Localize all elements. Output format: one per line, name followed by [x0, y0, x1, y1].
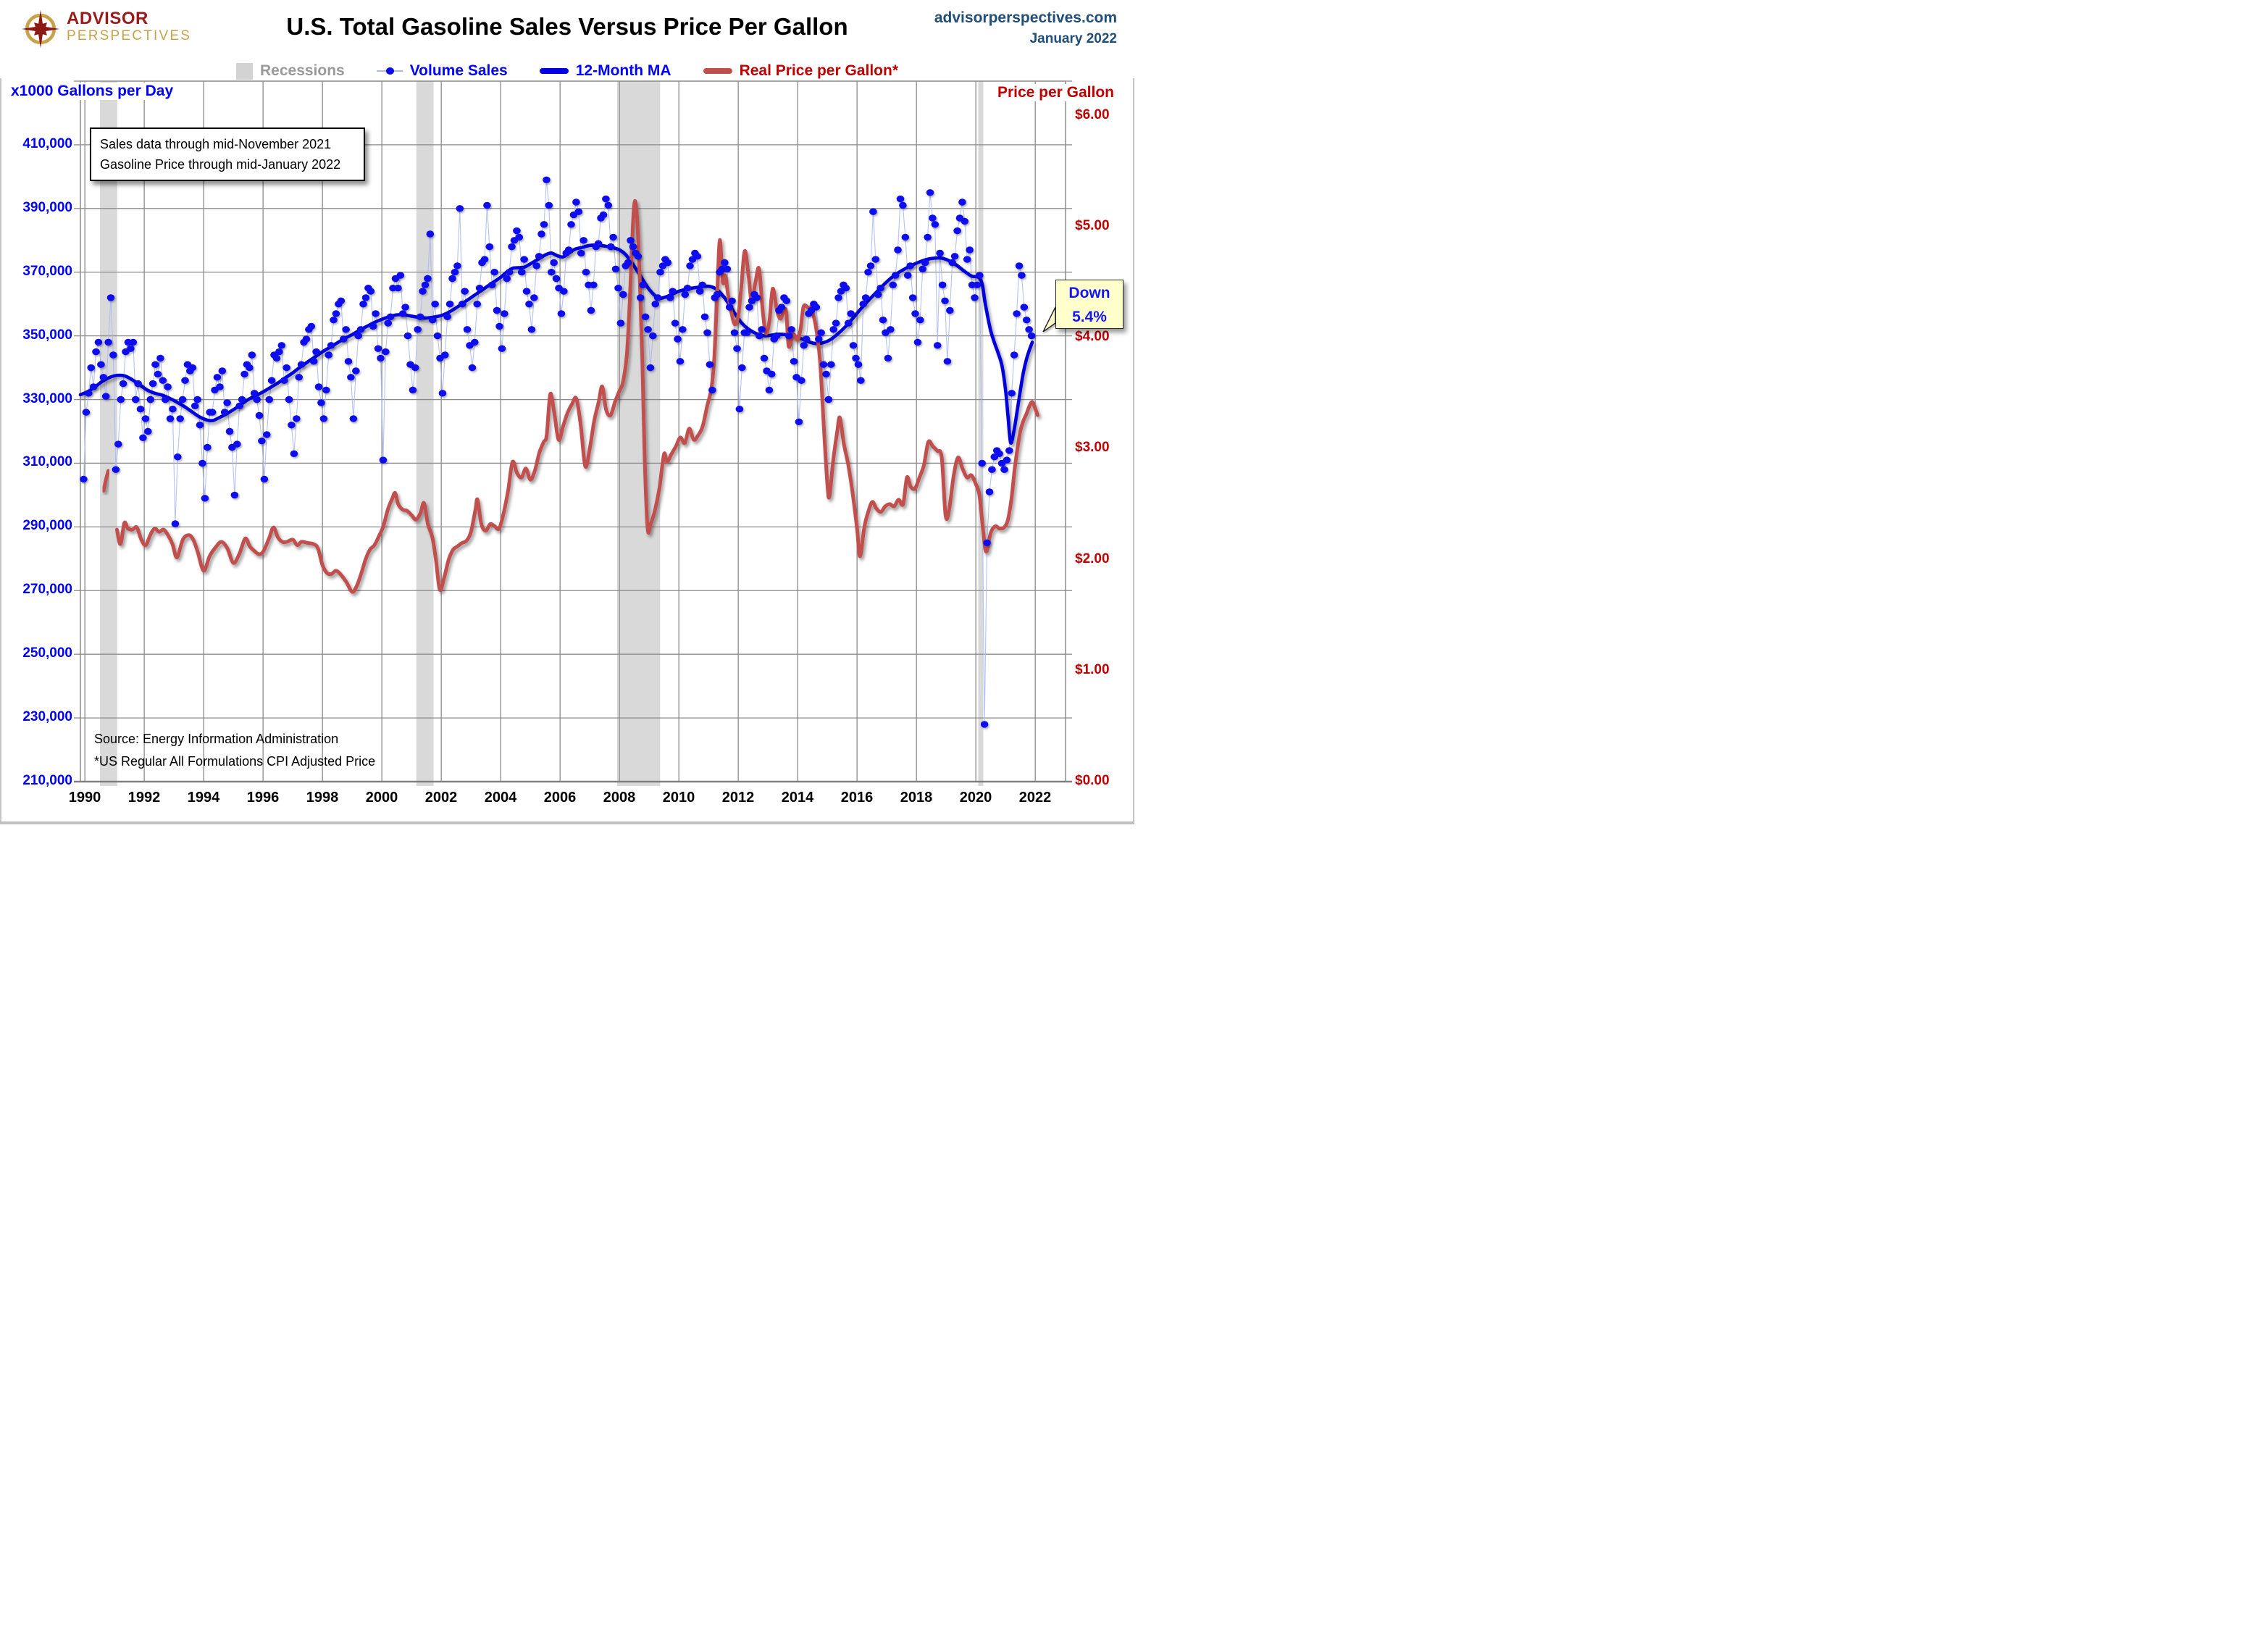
- chart-border-left: [0, 78, 1, 824]
- volume-sales-swatch: [376, 67, 403, 75]
- price-line-1990-stub: [101, 469, 111, 493]
- data-note-line2: Gasoline Price through mid-January 2022: [100, 157, 341, 172]
- publication-date: January 2022: [1029, 31, 1117, 46]
- chart-border-bottom: [0, 821, 1134, 824]
- down-5-4-percent-callout: Down 5.4%: [1055, 280, 1123, 329]
- callout-tail: [1042, 306, 1056, 332]
- price-line: [114, 199, 1039, 594]
- brand-line-advisor: ADVISOR: [67, 9, 148, 28]
- source-line2: *US Regular All Formulations CPI Adjuste…: [94, 754, 376, 769]
- legend-item-volume-sales: Volume Sales: [376, 62, 508, 80]
- advisor-perspectives-compass-logo-icon: [21, 9, 60, 49]
- legend-item-recessions: Recessions: [235, 62, 345, 80]
- legend-label-real-price: Real Price per Gallon*: [739, 62, 898, 79]
- source-note: Source: Energy Information Administratio…: [94, 728, 375, 773]
- callout-line1: Down: [1068, 285, 1110, 301]
- right-axis-title: Price per Gallon: [989, 84, 1114, 101]
- recession-band: [978, 81, 984, 786]
- page-title: U.S. Total Gasoline Sales Versus Price P…: [286, 13, 848, 40]
- data-coverage-note: Sales data through mid-November 2021 Gas…: [90, 127, 365, 181]
- left-axis-title: x1000 Gallons per Day: [11, 83, 181, 100]
- data-note-line1: Sales data through mid-November 2021: [100, 137, 332, 151]
- ma-line-swatch: [539, 68, 569, 74]
- source-line1: Source: Energy Information Administratio…: [94, 732, 339, 746]
- price-line-swatch: [703, 68, 732, 74]
- legend-label-recessions: Recessions: [259, 62, 345, 79]
- site-url[interactable]: advisorperspectives.com: [934, 9, 1117, 26]
- legend-item-12-month-ma: 12-Month MA: [539, 62, 671, 80]
- callout-line2: 5.4%: [1072, 309, 1107, 325]
- legend-item-real-price: Real Price per Gallon*: [703, 62, 898, 80]
- legend-label-volume-sales: Volume Sales: [409, 62, 508, 79]
- brand-wordmark: ADVISOR PERSPECTIVES: [67, 10, 191, 43]
- volume-dots: [80, 176, 1036, 728]
- volume-connector-line: [83, 180, 1032, 724]
- recession-band: [416, 81, 434, 786]
- recession-band: [100, 81, 117, 786]
- brand-line-perspectives: PERSPECTIVES: [67, 28, 192, 43]
- legend: Recessions Volume Sales 12-Month MA Real…: [0, 62, 1134, 80]
- recession-swatch: [235, 62, 253, 80]
- chart-canvas: [74, 80, 1072, 786]
- recession-band: [616, 81, 661, 786]
- chart-border-right: [1133, 78, 1134, 824]
- legend-label-12-month-ma: 12-Month MA: [575, 62, 671, 79]
- chart-page: ADVISOR PERSPECTIVES U.S. Total Gasoline…: [0, 0, 1134, 824]
